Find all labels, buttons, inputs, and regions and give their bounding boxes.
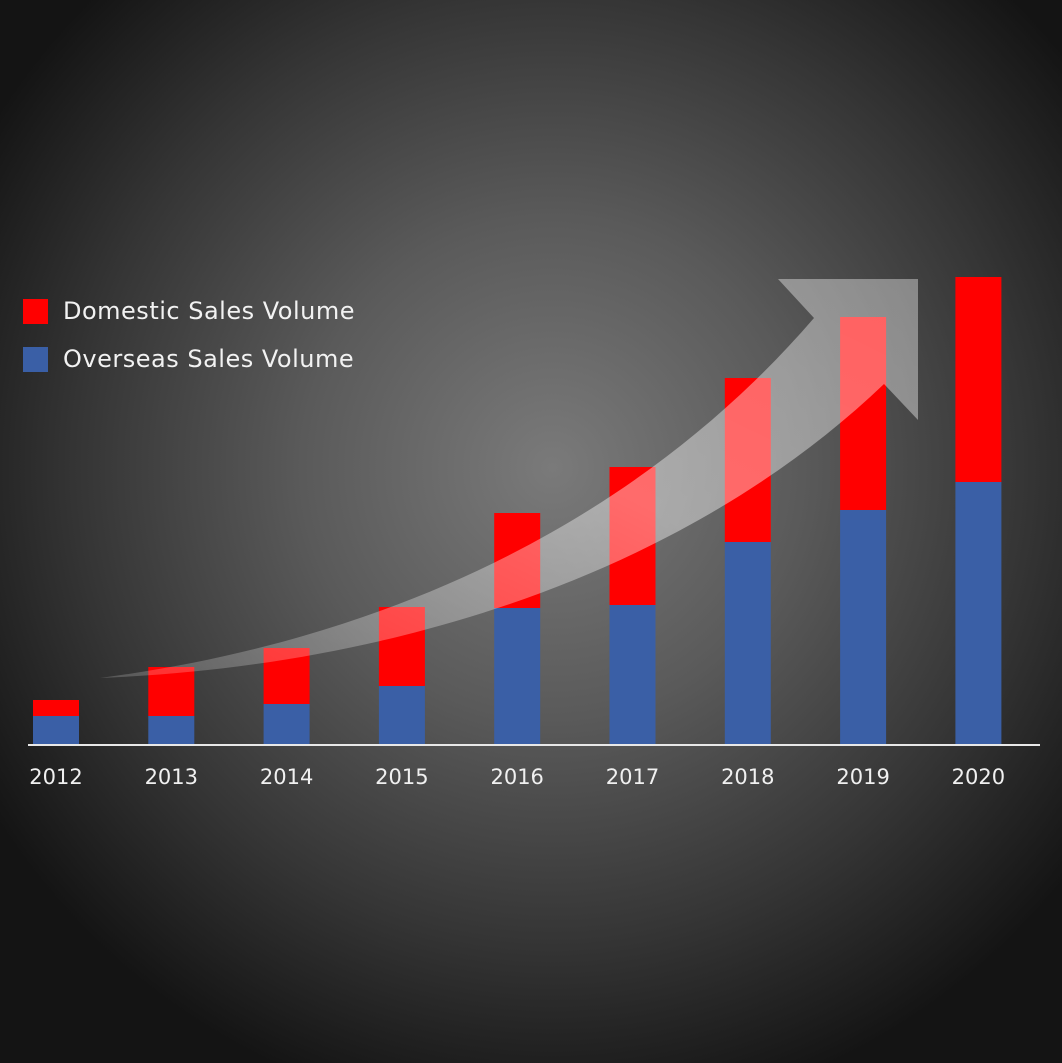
legend-swatch-domestic [23,298,48,324]
legend-item-overseas: Overseas Sales Volume [23,345,355,373]
x-tick-label-2016: 2016 [490,765,543,789]
bar-domestic-2020 [955,277,1002,482]
legend-swatch-overseas [23,346,48,372]
x-tick-labels: 2012 2013 2014 2015 2016 2017 2018 2019 2020 [29,765,1005,789]
bar-overseas-2013 [148,716,195,744]
x-tick-label-2015: 2015 [375,765,428,789]
x-tick-label-2014: 2014 [260,765,313,789]
bar-overseas-2018 [724,542,771,744]
legend-label-overseas: Overseas Sales Volume [63,345,355,373]
legend-item-domestic: Domestic Sales Volume [23,297,355,325]
growth-arrow [100,279,918,678]
growth-arrow-shape [100,279,918,678]
bar-overseas-2012 [33,716,79,744]
bar-overseas-2019 [840,510,887,744]
x-tick-label-2019: 2019 [836,765,889,789]
x-tick-label-2012: 2012 [29,765,82,789]
x-tick-label-2020: 2020 [952,765,1005,789]
x-tick-label-2017: 2017 [606,765,659,789]
bar-domestic-2013 [148,667,195,716]
legend: Domestic Sales Volume Overseas Sales Vol… [23,297,355,373]
bar-overseas-2020 [955,482,1002,744]
bar-overseas-2016 [494,608,541,744]
bar-overseas-2014 [263,704,310,744]
x-tick-label-2013: 2013 [145,765,198,789]
x-tick-label-2018: 2018 [721,765,774,789]
bar-overseas-2015 [378,686,425,744]
bar-overseas-2017 [609,605,656,744]
legend-label-domestic: Domestic Sales Volume [63,297,355,325]
bar-domestic-2012 [33,700,79,716]
